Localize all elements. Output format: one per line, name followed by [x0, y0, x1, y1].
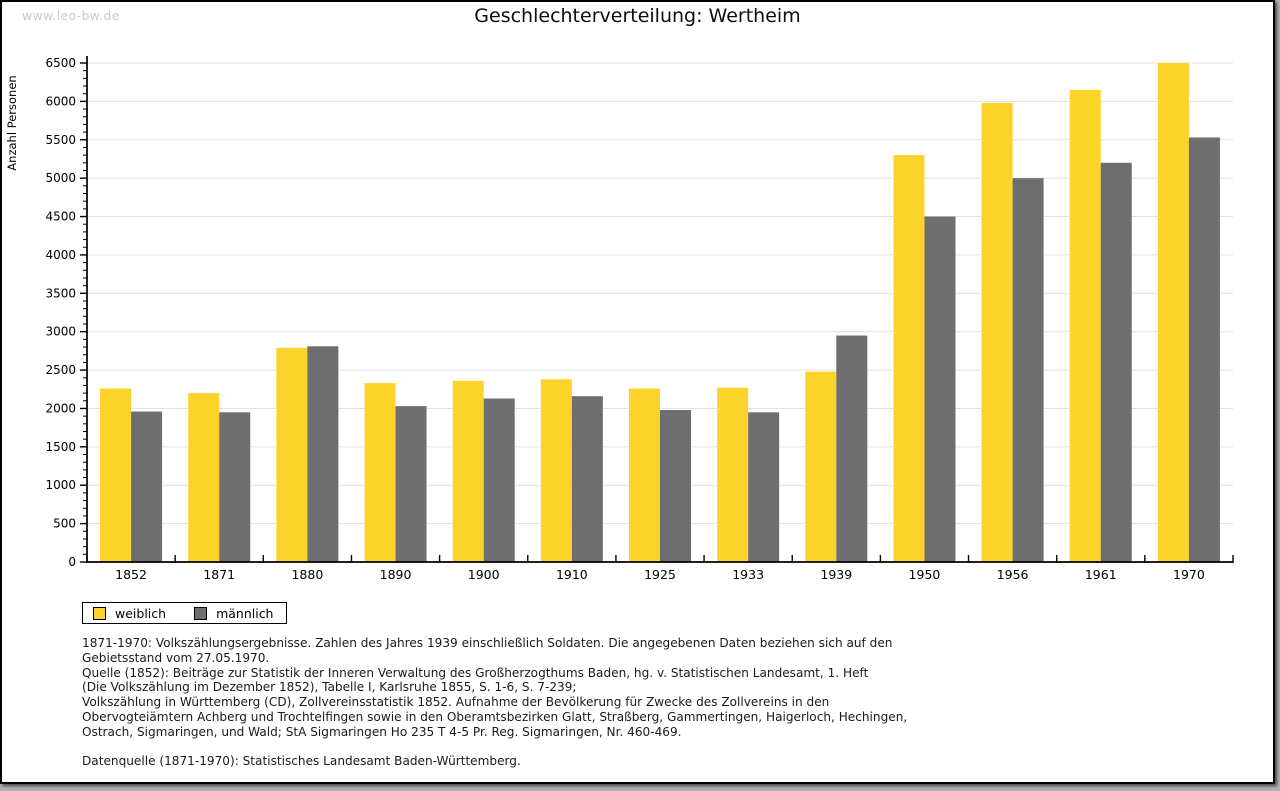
footnote-line: Ostrach, Sigmaringen, und Wald; StA Sigm… — [82, 724, 682, 739]
watermark-leo-bw: www.leo-bw.de — [22, 8, 120, 23]
bar-weiblich-1950 — [893, 155, 925, 562]
x-tick-label: 1933 — [732, 567, 764, 582]
y-tick-label: 1500 — [45, 440, 76, 454]
x-tick-label: 1890 — [380, 567, 412, 582]
footnotes: 1871-1970: Volkszählungsergebnisse. Zahl… — [82, 636, 1242, 769]
y-axis-title: Anzahl Personen — [5, 75, 19, 170]
legend: weiblich männlich — [82, 602, 287, 624]
y-tick-label: 3500 — [45, 286, 76, 300]
bar-weiblich-1925 — [629, 388, 660, 562]
bar-weiblich-1939 — [805, 371, 837, 562]
bar-männlich-1970 — [1188, 137, 1220, 562]
x-tick-label: 1871 — [203, 567, 235, 582]
bar-weiblich-1933 — [717, 387, 749, 562]
bar-männlich-1961 — [1100, 162, 1132, 563]
y-tick-label: 2000 — [45, 401, 76, 415]
bar-männlich-1910 — [571, 396, 603, 562]
bar-weiblich-1871 — [188, 393, 220, 562]
bar-weiblich-1880 — [276, 347, 308, 562]
bar-männlich-1900 — [483, 398, 515, 562]
footnote-line: Quelle (1852): Beiträge zur Statistik de… — [82, 665, 869, 680]
y-tick-label: 3000 — [45, 325, 76, 339]
bar-weiblich-1961 — [1069, 89, 1101, 562]
bar-männlich-1939 — [836, 335, 868, 562]
bar-weiblich-1890 — [364, 383, 396, 562]
bar-weiblich-1956 — [981, 102, 1013, 563]
y-tick-label: 2500 — [45, 363, 76, 377]
footnote-line: Volkszählung in Württemberg (CD), Zollve… — [82, 695, 830, 710]
footnote-line: (Die Volkszählung im Dezember 1852), Tab… — [82, 680, 577, 695]
bar-männlich-1871 — [219, 412, 251, 562]
x-tick-label: 1925 — [644, 567, 676, 582]
legend-swatch-weiblich — [93, 606, 106, 620]
y-tick-label: 500 — [53, 517, 76, 531]
x-tick-label: 1950 — [909, 567, 941, 582]
x-tick-label: 1956 — [997, 567, 1029, 582]
chart-title: Geschlechterverteilung: Wertheim — [474, 5, 801, 27]
x-tick-label: 1880 — [291, 567, 323, 582]
footnote-line: Obervogteiämtern Achberg und Trochtelfin… — [82, 709, 908, 724]
bar-männlich-1950 — [924, 216, 956, 563]
x-tick-label: 1852 — [115, 567, 147, 582]
y-tick-label: 4500 — [45, 210, 76, 224]
footnote-line: Datenquelle (1871-1970): Statistisches L… — [82, 754, 521, 769]
bar-chart: 0 500 1000 1500 2000 2500 3000 3500 4000 4500 5000… — [5, 56, 1234, 582]
y-tick-label: 4000 — [45, 248, 76, 262]
bar-weiblich-1910 — [540, 379, 572, 562]
y-tick-label: 6000 — [45, 94, 76, 108]
x-tick-label: 1939 — [820, 567, 852, 582]
bar-männlich-1852 — [131, 411, 163, 562]
footnote-line — [82, 740, 1242, 755]
bar-weiblich-1900 — [452, 380, 484, 562]
legend-item-männlich: männlich — [194, 606, 273, 621]
legend-item-weiblich: weiblich — [93, 606, 166, 621]
x-tick-label: 1970 — [1173, 567, 1205, 582]
legend-label: weiblich — [115, 605, 167, 621]
footnote-line: 1871-1970: Volkszählungsergebnisse. Zahl… — [82, 636, 893, 650]
x-tick-label: 1900 — [468, 567, 500, 582]
x-tick-label: 1961 — [1085, 567, 1117, 582]
y-tick-label: 5000 — [45, 171, 76, 185]
bar-männlich-1933 — [748, 412, 780, 562]
x-tick-label: 1910 — [556, 567, 588, 582]
bar-weiblich-1852 — [100, 388, 132, 562]
bar-männlich-1880 — [307, 346, 339, 562]
bar-männlich-1890 — [395, 406, 427, 562]
bar-männlich-1956 — [1012, 178, 1044, 562]
y-tick-label: 6500 — [45, 56, 76, 70]
legend-swatch-männlich — [194, 606, 208, 620]
y-tick-label: 5500 — [45, 133, 76, 147]
bar-weiblich-1970 — [1157, 63, 1189, 562]
legend-label: männlich — [216, 605, 274, 621]
y-tick-label: 0 — [68, 555, 76, 569]
footnote-line: Gebietsstand vom 27.05.1970. — [82, 650, 270, 665]
bar-männlich-1925 — [660, 409, 691, 562]
y-tick-label: 1000 — [45, 478, 76, 492]
